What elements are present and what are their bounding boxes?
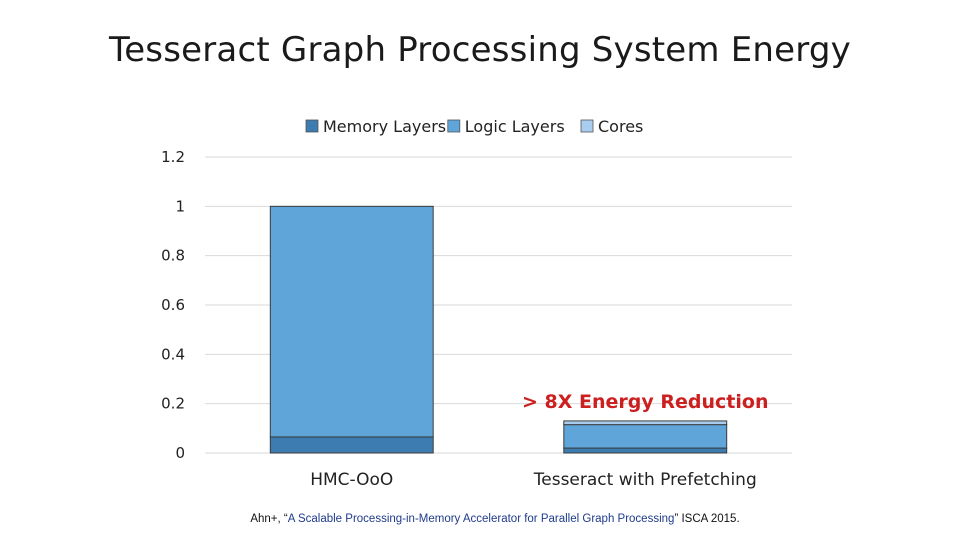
citation-suffix: ” ISCA 2015. — [674, 513, 740, 525]
legend-swatch — [447, 119, 461, 133]
y-axis-tick-labels: 0 0.2 0.4 0.6 0.8 1 1.2 — [161, 148, 185, 462]
bar-segment — [563, 424, 728, 449]
y-tick-label: 0.8 — [161, 247, 185, 265]
y-tick-label: 0.6 — [161, 296, 185, 314]
bar-segment — [563, 447, 728, 454]
citation-quote: A Scalable Processing-in-Memory Accelera… — [287, 513, 675, 525]
legend: Memory Layers Logic Layers Cores — [305, 117, 643, 136]
category-labels: HMC-OoO Tesseract with Prefetching — [310, 470, 757, 490]
bar-segment — [563, 420, 728, 426]
citation: Ahn+, “A Scalable Processing-in-Memory A… — [0, 513, 960, 525]
bars — [269, 205, 728, 454]
legend-swatch — [580, 119, 594, 133]
y-tick-label: 1.2 — [161, 148, 185, 166]
chart-title: Tesseract Graph Processing System Energy — [109, 30, 851, 70]
legend-label: Memory Layers — [323, 117, 446, 136]
legend-label: Logic Layers — [465, 117, 565, 136]
energy-reduction-annotation: > 8X Energy Reduction — [522, 391, 768, 413]
legend-label: Cores — [598, 117, 643, 136]
category-label: HMC-OoO — [310, 470, 393, 490]
bar-segment — [269, 205, 434, 438]
bar-segment — [269, 436, 434, 454]
category-label: Tesseract with Prefetching — [533, 470, 757, 490]
y-tick-label: 1 — [175, 197, 185, 215]
citation-prefix: Ahn+, “ — [250, 513, 288, 525]
legend-swatch — [305, 119, 319, 133]
y-tick-label: 0 — [175, 444, 185, 462]
y-tick-label: 0.2 — [161, 395, 185, 413]
y-tick-label: 0.4 — [161, 345, 185, 363]
